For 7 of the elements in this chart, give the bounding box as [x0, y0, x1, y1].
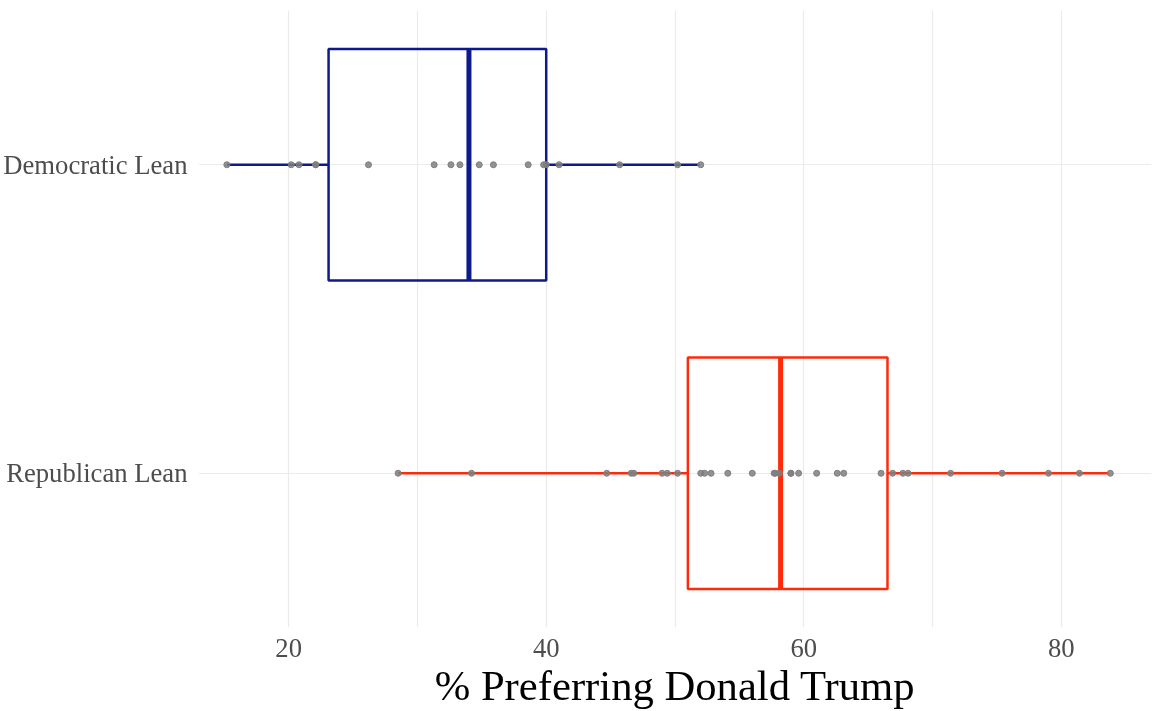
x-tick-label: 40: [532, 632, 560, 663]
x-tick-label: 80: [1048, 632, 1075, 663]
x-axis-title: % Preferring Donald Trump: [434, 661, 915, 709]
x-tick-label: 20: [275, 632, 302, 663]
x-tick-label: 60: [790, 632, 818, 663]
y-tick-label: Republican Lean: [6, 458, 188, 489]
y-tick-label: Democratic Lean: [3, 149, 188, 180]
